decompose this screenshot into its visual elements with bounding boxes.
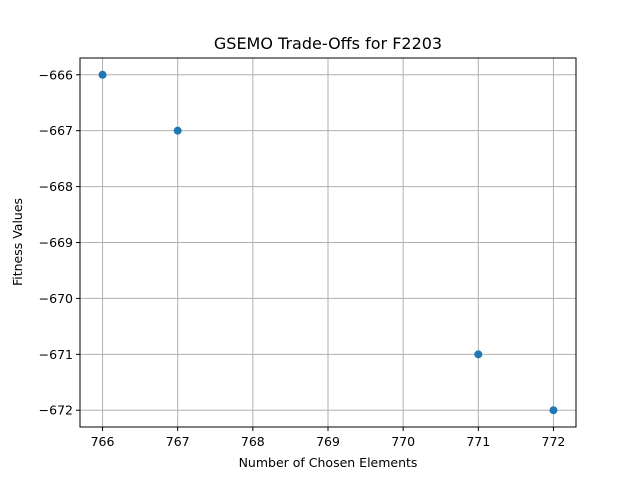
x-tick-label: 770 — [391, 434, 415, 449]
axis-ticks: 766 767 768 769 770 771 772 −666 −667 −668 −669 −67… — [39, 67, 566, 449]
plot-area-frame — [79, 57, 577, 428]
chart-title: GSEMO Trade-Offs for F2203 — [214, 34, 442, 53]
data-point — [173, 126, 182, 135]
x-tick-label: 769 — [316, 434, 340, 449]
y-tick-label: −670 — [39, 291, 73, 306]
x-tick-label: 766 — [91, 434, 115, 449]
x-tick-label: 771 — [466, 434, 490, 449]
data-points — [98, 70, 558, 415]
y-tick-label: −668 — [39, 179, 73, 194]
y-tick-label: −672 — [39, 403, 73, 418]
x-tick-label: 772 — [542, 434, 566, 449]
data-point — [474, 350, 483, 359]
y-tick-label: −667 — [39, 123, 73, 138]
y-axis-label: Fitness Values — [10, 198, 25, 286]
x-axis-label: Number of Chosen Elements — [239, 455, 418, 470]
y-tick-label: −666 — [39, 67, 73, 82]
data-point — [549, 406, 558, 415]
x-tick-label: 767 — [166, 434, 190, 449]
grid — [80, 58, 576, 427]
x-tick-label: 768 — [241, 434, 265, 449]
y-tick-label: −669 — [39, 235, 73, 250]
y-tick-label: −671 — [39, 347, 73, 362]
data-point — [98, 70, 107, 79]
